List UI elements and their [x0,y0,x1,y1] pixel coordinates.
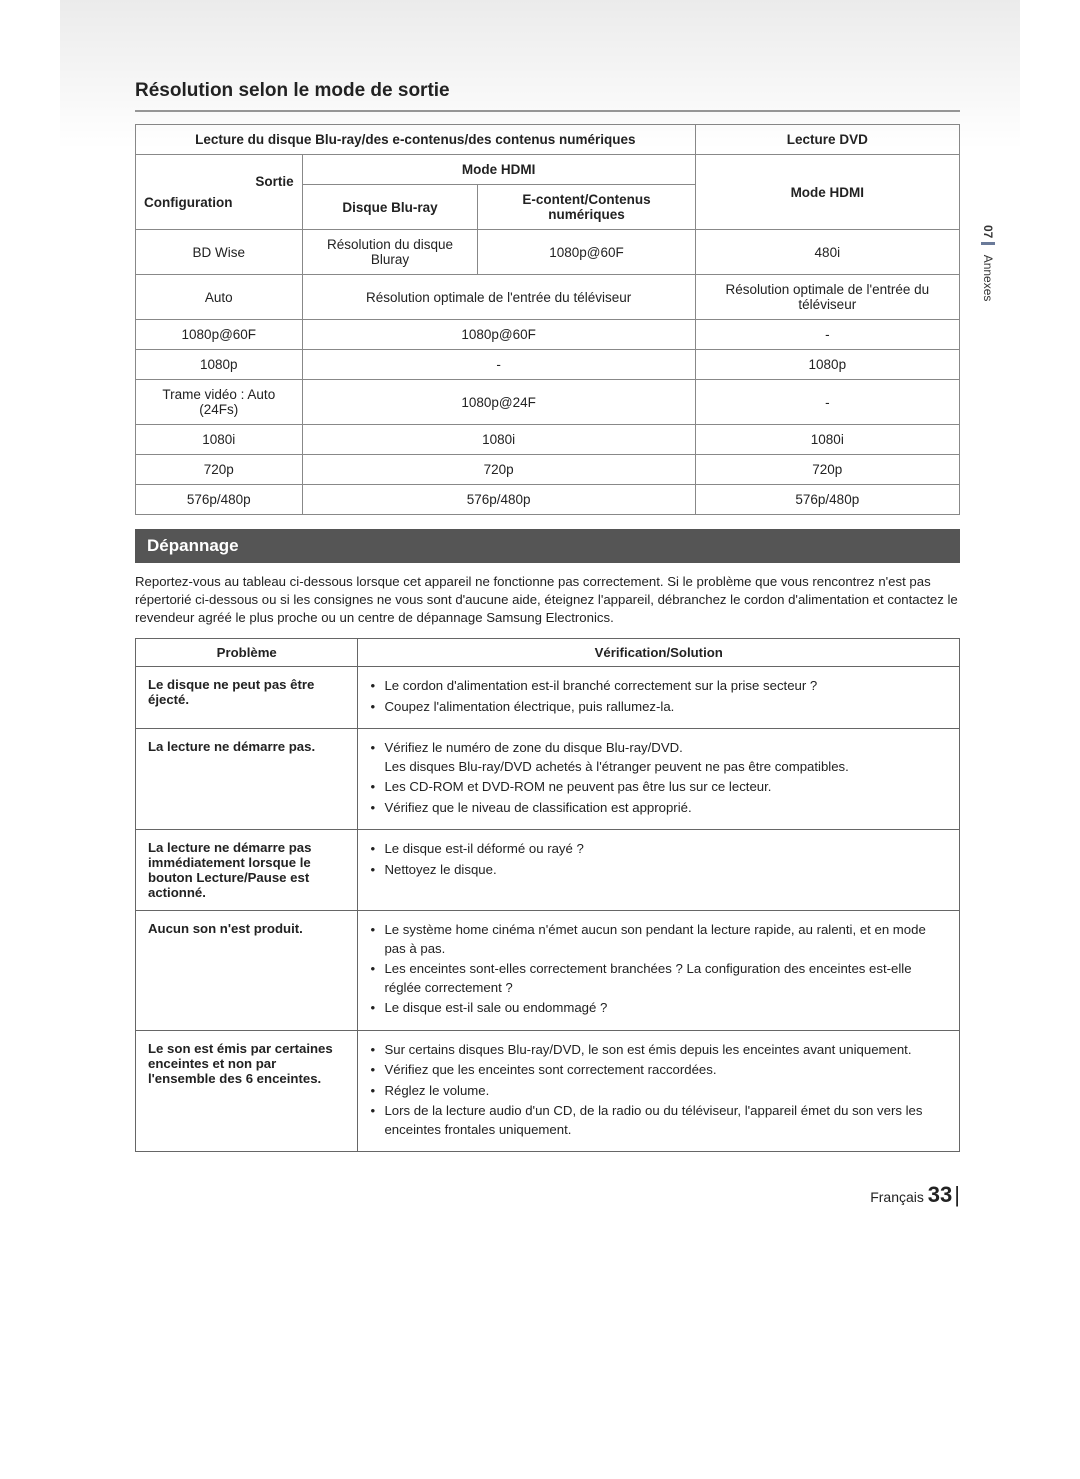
ts-item: Vérifiez que le niveau de classification… [370,799,947,817]
res-cell: Résolution du disque Bluray [302,230,478,275]
res-row-label: BD Wise [136,230,303,275]
res-cell: 576p/480p [302,485,695,515]
res-cell: 480i [695,230,959,275]
ts-solution: Le système home cinéma n'émet aucun son … [358,911,960,1030]
ts-item: Nettoyez le disque. [370,861,947,879]
res-cell: - [695,380,959,425]
res-row: Trame vidéo : Auto (24Fs)1080p@24F- [136,380,960,425]
res-cell: 1080p@24F [302,380,695,425]
res-cell: 576p/480p [695,485,959,515]
side-tab-label: Annexes [981,255,995,302]
ts-h-problem: Problème [136,639,358,667]
res-header-row1: Lecture du disque Blu-ray/des e-contenus… [136,125,960,155]
title-rule [135,110,960,112]
res-h-config-sortie: Sortie Configuration [136,155,303,230]
res-row: 1080p@60F1080p@60F- [136,320,960,350]
ts-problem: La lecture ne démarre pas immédiatement … [136,830,358,911]
res-cell: 1080i [695,425,959,455]
ts-h-solution: Vérification/Solution [358,639,960,667]
res-h-bluray-col: Disque Blu-ray [302,185,478,230]
side-tab: 07 Annexes [981,225,995,301]
ts-item: Lors de la lecture audio d'un CD, de la … [370,1102,947,1139]
troubleshoot-title: Dépannage [135,529,960,563]
res-row-label: Auto [136,275,303,320]
res-row: 576p/480p576p/480p576p/480p [136,485,960,515]
res-row-label: 1080i [136,425,303,455]
troubleshoot-intro: Reportez-vous au tableau ci-dessous lors… [135,573,960,626]
ts-item: Coupez l'alimentation électrique, puis r… [370,698,947,716]
resolution-section-title: Résolution selon le mode de sortie [135,80,960,102]
res-row-label: Trame vidéo : Auto (24Fs) [136,380,303,425]
resolution-table: Lecture du disque Blu-ray/des e-contenus… [135,124,960,515]
ts-row: La lecture ne démarre pas immédiatement … [136,830,960,911]
troubleshoot-table: Problème Vérification/Solution Le disque… [135,638,960,1152]
res-row: BD WiseRésolution du disque Bluray1080p@… [136,230,960,275]
ts-row: La lecture ne démarre pas. Vérifiez le nu… [136,729,960,830]
res-h-modehdmi-right: Mode HDMI [695,155,959,230]
res-header-row2a: Sortie Configuration Mode HDMI Mode HDMI [136,155,960,185]
footer-lang: Français [870,1189,924,1205]
ts-item: Le système home cinéma n'émet aucun son … [370,921,947,958]
res-row-label: 576p/480p [136,485,303,515]
res-row-label: 1080p@60F [136,320,303,350]
ts-problem: Aucun son n'est produit. [136,911,358,1030]
ts-item: Le cordon d'alimentation est-il branché … [370,677,947,695]
ts-problem: La lecture ne démarre pas. [136,729,358,830]
res-cell: 1080p@60F [302,320,695,350]
ts-solution: Le cordon d'alimentation est-il branché … [358,667,960,729]
res-row: 1080p-1080p [136,350,960,380]
res-cell: Résolution optimale de l'entrée du télév… [302,275,695,320]
ts-item: Les enceintes sont-elles correctement br… [370,960,947,997]
ts-row: Le son est émis par certaines enceintes … [136,1030,960,1151]
ts-solution: Sur certains disques Blu-ray/DVD, le son… [358,1030,960,1151]
res-h-bluray: Lecture du disque Blu-ray/des e-contenus… [136,125,696,155]
res-h-dvd: Lecture DVD [695,125,959,155]
res-cell: 720p [302,455,695,485]
res-cell: - [302,350,695,380]
page-footer: Français 33| [135,1182,960,1208]
res-cell: 1080i [302,425,695,455]
ts-problem: Le son est émis par certaines enceintes … [136,1030,358,1151]
ts-item: Le disque est-il déformé ou rayé ? [370,840,947,858]
ts-item: Vérifiez que les enceintes sont correcte… [370,1061,947,1079]
side-tab-num: 07 [981,225,995,245]
res-h-econtent-col: E-content/Contenus numériques [478,185,695,230]
res-row-label: 1080p [136,350,303,380]
res-row: 720p720p720p [136,455,960,485]
res-h-modehdmi-left: Mode HDMI [302,155,695,185]
res-row: 1080i1080i1080i [136,425,960,455]
ts-row: Le disque ne peut pas être éjecté. Le cor… [136,667,960,729]
res-cell: 1080p [695,350,959,380]
ts-item: Vérifiez le numéro de zone du disque Blu… [370,739,947,776]
ts-item: Les CD-ROM et DVD-ROM ne peuvent pas êtr… [370,778,947,796]
res-row-label: 720p [136,455,303,485]
ts-item: Réglez le volume. [370,1082,947,1100]
ts-problem: Le disque ne peut pas être éjecté. [136,667,358,729]
res-row: AutoRésolution optimale de l'entrée du t… [136,275,960,320]
footer-page-num: 33 [928,1182,952,1207]
ts-solution: Vérifiez le numéro de zone du disque Blu… [358,729,960,830]
ts-row: Aucun son n'est produit. Le système home … [136,911,960,1030]
res-cell: 1080p@60F [478,230,695,275]
res-cell: Résolution optimale de l'entrée du télév… [695,275,959,320]
res-cell: - [695,320,959,350]
ts-solution: Le disque est-il déformé ou rayé ? Nettoy… [358,830,960,911]
ts-item: Le disque est-il sale ou endommagé ? [370,999,947,1017]
res-cell: 720p [695,455,959,485]
ts-item: Sur certains disques Blu-ray/DVD, le son… [370,1041,947,1059]
